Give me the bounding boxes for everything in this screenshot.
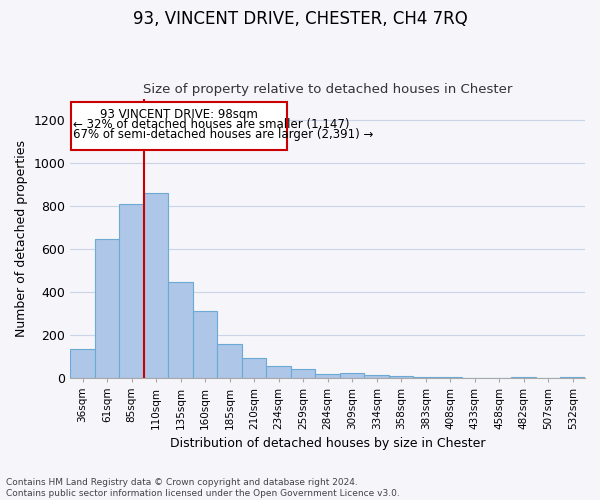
Text: 93, VINCENT DRIVE, CHESTER, CH4 7RQ: 93, VINCENT DRIVE, CHESTER, CH4 7RQ xyxy=(133,10,467,28)
Bar xyxy=(144,193,169,378)
Bar xyxy=(95,239,119,378)
X-axis label: Distribution of detached houses by size in Chester: Distribution of detached houses by size … xyxy=(170,437,485,450)
Text: 67% of semi-detached houses are larger (2,391) →: 67% of semi-detached houses are larger (… xyxy=(73,128,374,140)
Bar xyxy=(413,377,438,378)
Text: Contains HM Land Registry data © Crown copyright and database right 2024.
Contai: Contains HM Land Registry data © Crown c… xyxy=(6,478,400,498)
Bar xyxy=(217,344,242,378)
Bar xyxy=(316,374,340,378)
Bar xyxy=(340,373,364,378)
Bar xyxy=(70,348,95,378)
Bar xyxy=(364,375,389,378)
Y-axis label: Number of detached properties: Number of detached properties xyxy=(15,140,28,336)
Title: Size of property relative to detached houses in Chester: Size of property relative to detached ho… xyxy=(143,83,512,96)
Bar xyxy=(266,366,291,378)
Bar xyxy=(389,376,413,378)
FancyBboxPatch shape xyxy=(71,102,287,150)
Bar xyxy=(119,204,144,378)
Bar xyxy=(169,282,193,378)
Bar xyxy=(193,311,217,378)
Bar xyxy=(291,368,316,378)
Text: 93 VINCENT DRIVE: 98sqm: 93 VINCENT DRIVE: 98sqm xyxy=(100,108,258,121)
Bar xyxy=(242,358,266,378)
Text: ← 32% of detached houses are smaller (1,147): ← 32% of detached houses are smaller (1,… xyxy=(73,118,350,131)
